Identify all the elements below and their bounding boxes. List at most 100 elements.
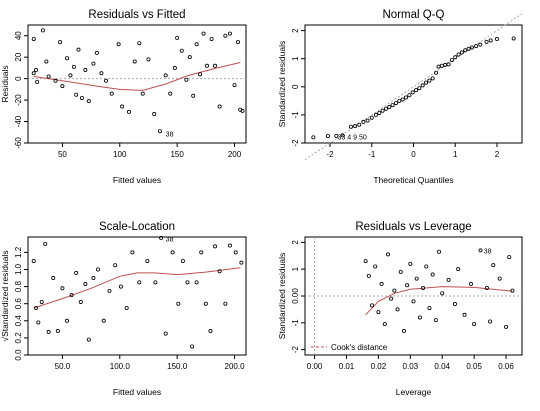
data-point [366,273,371,278]
data-point [478,248,483,253]
data-point [51,276,56,281]
smoother-line-3 [365,286,513,316]
data-point [185,280,190,285]
data-point [74,270,79,275]
data-point [163,73,168,78]
data-point [34,68,39,73]
data-point [232,83,237,88]
data-point [201,31,206,36]
data-point [497,276,502,281]
data-point [474,44,479,49]
data-point [153,280,158,285]
data-point [434,70,439,75]
plot-frame-0 [27,24,247,144]
data-point [71,64,76,69]
x-tick-label: 200 [228,150,242,159]
chart-title-3: Residuals vs Leverage [355,221,471,233]
data-point [357,122,362,127]
x-axis-label-2: Fitted values [113,387,161,397]
x-tick-label: 0 [411,150,416,159]
smoother-line-0 [33,62,241,91]
data-point [510,288,515,293]
data-point [126,109,131,114]
data-point [137,41,142,46]
data-point [94,50,99,55]
x-tick-label: 50.0 [55,362,71,371]
plot-frame-1 [304,24,523,144]
y-axis-label-0: Residuals [0,65,10,102]
y-axis-label-2: √Standardized residuals [0,250,10,341]
data-point [380,108,385,113]
data-point [124,305,129,310]
data-point [140,91,145,96]
data-point [433,318,438,323]
y-tick-label: 0.8 [14,280,23,292]
data-point [146,57,151,62]
chart-title-1: Normal Q-Q [383,9,445,21]
x-axis-label-1: Theoretical Quantiles [373,175,453,185]
data-point [180,258,185,263]
data-point [137,280,142,285]
x-tick-label: -2 [326,150,334,159]
y-tick-label: 1 [291,56,300,61]
data-point [334,133,339,138]
data-point [494,37,499,42]
data-point [159,235,164,240]
y-tick-label: 0 [14,76,23,81]
data-point [199,250,204,255]
data-point [198,72,203,77]
data-point [190,344,195,349]
data-point [377,110,382,115]
data-point [325,133,330,138]
data-point [39,299,44,304]
data-point [235,40,240,45]
data-point [504,324,509,329]
data-point [187,55,192,60]
y-tick-label: -1 [291,319,300,327]
data-point [194,42,199,47]
data-point [217,104,222,109]
data-point [99,71,104,76]
data-point [439,63,444,68]
x-tick-label: 1 [453,150,458,159]
data-point [209,36,214,41]
x-tick-label: 0.05 [466,362,482,371]
data-point [130,250,135,255]
data-point [168,91,173,96]
x-tick-label: 0.01 [339,362,355,371]
data-point [348,124,353,129]
point-label: 33 4 9 50 [338,135,367,142]
data-point [491,263,496,268]
data-point [365,118,370,123]
x-tick-label: 0.02 [371,362,387,371]
data-point [361,119,366,124]
data-point [176,301,181,306]
data-point [424,80,429,85]
x-axis-label-3: Leverage [396,387,432,397]
data-point [35,79,40,84]
data-point [53,78,58,83]
data-point [459,50,464,55]
x-tick-label: -1 [368,150,376,159]
data-point [95,267,100,272]
x-tick-label: 0.06 [498,362,514,371]
data-point [436,64,441,69]
chart-title-0: Residuals vs Fitted [88,9,185,21]
data-point [392,288,397,293]
data-point [240,108,245,113]
data-point [227,31,232,36]
data-point [379,281,384,286]
data-point [217,269,222,274]
data-point [78,299,83,304]
data-point [46,74,51,79]
data-point [427,306,432,311]
y-tick-label: 2 [291,240,300,245]
data-point [40,28,45,33]
data-point [424,264,429,269]
data-point [382,322,387,327]
y-axis-label-1: Standardized residuals [277,41,287,127]
data-point [446,62,451,67]
data-point [400,97,405,102]
data-point [60,84,65,89]
x-tick-label: 2 [495,150,500,159]
